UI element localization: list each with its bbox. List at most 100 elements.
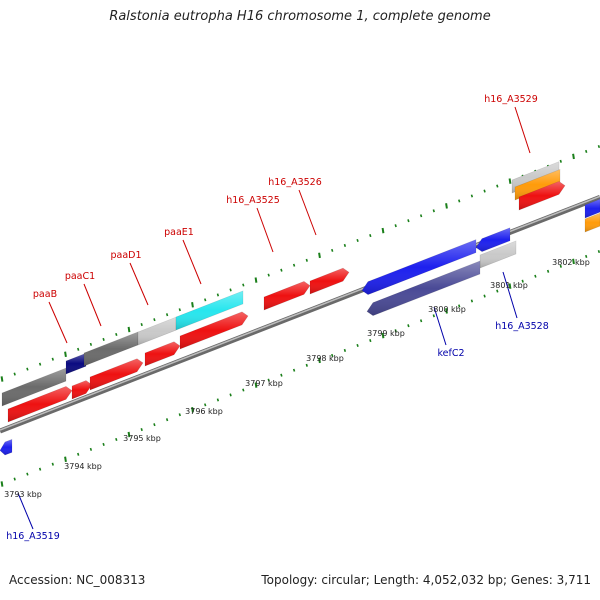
outer-tick-mark bbox=[280, 268, 283, 272]
outer-tick-mark bbox=[0, 376, 4, 382]
gene-arrow-paaA-shading bbox=[2, 368, 66, 406]
outer-tick-mark bbox=[127, 326, 131, 333]
outer-tick-mark bbox=[419, 214, 423, 218]
inner-tick-mark bbox=[432, 314, 435, 318]
inner-tick-mark bbox=[331, 353, 334, 357]
outer-tick-mark bbox=[292, 263, 296, 267]
gene-arrow-paaI-shading bbox=[145, 341, 180, 366]
gene-arrow-h16_A3525-shading bbox=[264, 281, 310, 310]
inner-tick-mark bbox=[13, 477, 16, 481]
outer-tick-mark bbox=[51, 357, 54, 361]
leader-line bbox=[502, 271, 518, 319]
inner-tick-mark bbox=[521, 279, 524, 283]
outer-tick-mark bbox=[407, 219, 410, 223]
inner-tick-mark bbox=[229, 393, 232, 397]
inner-tick-mark bbox=[496, 289, 499, 293]
gene-label-paaC1: paaC1 bbox=[65, 271, 95, 282]
outer-tick-mark bbox=[153, 318, 156, 322]
inner-tick-mark bbox=[64, 456, 67, 463]
inner-tick-mark bbox=[585, 254, 588, 258]
outer-tick-mark bbox=[445, 203, 448, 209]
gene-label-h16_A3528: h16_A3528 bbox=[495, 321, 549, 332]
map-title: Ralstonia eutropha H16 chromosome 1, com… bbox=[109, 9, 491, 24]
gene-arrow-paaF-shading bbox=[8, 386, 72, 422]
gene-arrow-kefC2-shading bbox=[367, 260, 480, 316]
gene-label-paaB: paaB bbox=[33, 289, 57, 300]
gene-arrow-h16_A3532-shading bbox=[585, 213, 600, 232]
tick-label: 3802 kbp bbox=[552, 258, 590, 267]
tick-label: 3793 kbp bbox=[4, 490, 42, 499]
outer-tick-mark bbox=[381, 227, 385, 234]
outer-tick-mark bbox=[496, 184, 499, 188]
inner-tick-mark bbox=[204, 403, 207, 407]
tick-label: 3795 kbp bbox=[123, 434, 161, 443]
inner-tick-mark bbox=[89, 447, 93, 451]
gene-label-h16_A3525: h16_A3525 bbox=[226, 195, 280, 206]
inner-tick-mark bbox=[102, 442, 105, 446]
outer-tick-mark bbox=[254, 277, 258, 283]
position-tick-labels: 3793 kbp 3794 kbp 3795 kbp 3796 kbp 3797 kbp… bbox=[4, 258, 590, 499]
gene-arrow-paaH-shading bbox=[90, 358, 143, 390]
inner-tick-mark bbox=[127, 431, 131, 438]
inner-tick-mark bbox=[254, 382, 258, 388]
outer-tick-mark bbox=[483, 189, 486, 193]
inner-tick-mark bbox=[51, 462, 54, 466]
gene-arrow-h16_A3519-shading bbox=[0, 439, 12, 456]
inner-tick-mark bbox=[445, 308, 448, 314]
outer-tick-mark bbox=[458, 199, 461, 203]
inner-tick-mark bbox=[38, 467, 42, 471]
topology-text: Topology: circular; Length: 4,052,032 bp… bbox=[261, 573, 591, 587]
outer-tick-mark bbox=[331, 248, 334, 252]
inner-tick-mark bbox=[267, 378, 270, 382]
inner-tick-mark bbox=[165, 418, 169, 422]
leader-line bbox=[514, 106, 531, 154]
inner-tick-mark bbox=[369, 339, 372, 343]
gene-arrow-paaD1-shading bbox=[138, 317, 176, 345]
inner-tick-mark bbox=[597, 249, 600, 254]
inner-tick-mark bbox=[115, 437, 118, 442]
label-leader-lines bbox=[17, 106, 531, 530]
inner-tick-mark bbox=[381, 332, 385, 339]
outer-tick-mark bbox=[140, 323, 143, 327]
inner-tick-mark bbox=[0, 481, 4, 487]
gene-arrow-paaC1-shading bbox=[84, 331, 138, 366]
inner-tick-mark bbox=[508, 283, 512, 289]
outer-tick-mark bbox=[267, 273, 270, 277]
gene-arrow-h16_A3527-shading bbox=[362, 239, 476, 295]
gene-label-paaE1: paaE1 bbox=[164, 227, 194, 238]
outer-tick-mark bbox=[369, 234, 372, 238]
gene-label-h16_A3529: h16_A3529 bbox=[484, 94, 538, 105]
outer-tick-mark bbox=[242, 283, 245, 287]
inner-tick-mark bbox=[394, 329, 397, 333]
outer-tick-mark bbox=[204, 298, 207, 302]
inner-tick-mark bbox=[419, 319, 423, 323]
inner-tick-mark bbox=[559, 264, 562, 268]
outer-tick-mark bbox=[102, 337, 105, 341]
gene-arrow-paaE1-shading bbox=[176, 290, 243, 330]
inner-tick-mark bbox=[292, 368, 296, 372]
outer-tick-mark bbox=[432, 209, 435, 213]
inner-tick-mark bbox=[318, 357, 321, 364]
gene-arrow-paaB-shading bbox=[66, 353, 86, 374]
tick-label: 3797 kbp bbox=[245, 379, 283, 388]
tick-label: 3794 kbp bbox=[64, 462, 102, 471]
outer-tick-mark bbox=[115, 332, 118, 337]
outer-tick-mark bbox=[191, 302, 194, 308]
inner-tick-mark bbox=[534, 274, 537, 278]
outer-tick-mark bbox=[559, 159, 562, 163]
inner-tick-mark bbox=[572, 258, 575, 265]
outer-tick-mark bbox=[508, 178, 512, 184]
outer-tick-mark bbox=[89, 342, 93, 346]
gene-label-paaD1: paaD1 bbox=[110, 250, 141, 261]
tick-label: 3800 kbp bbox=[428, 305, 466, 314]
outer-tick-mark bbox=[216, 293, 220, 297]
gene-label-h16_A3519: h16_A3519 bbox=[6, 531, 60, 542]
inner-tick-mark bbox=[356, 343, 359, 348]
gene-labels: paaB paaC1 paaD1 paaE1 h16_A3525 h16_A3526 h16… bbox=[6, 94, 549, 542]
inner-tick-mark bbox=[483, 294, 486, 298]
gene-features bbox=[0, 161, 600, 456]
tick-label: 3799 kbp bbox=[367, 329, 405, 338]
outer-tick-mark bbox=[394, 224, 397, 228]
gene-arrow-paaJ-shading bbox=[180, 311, 248, 349]
outer-tick-mark bbox=[38, 362, 42, 366]
